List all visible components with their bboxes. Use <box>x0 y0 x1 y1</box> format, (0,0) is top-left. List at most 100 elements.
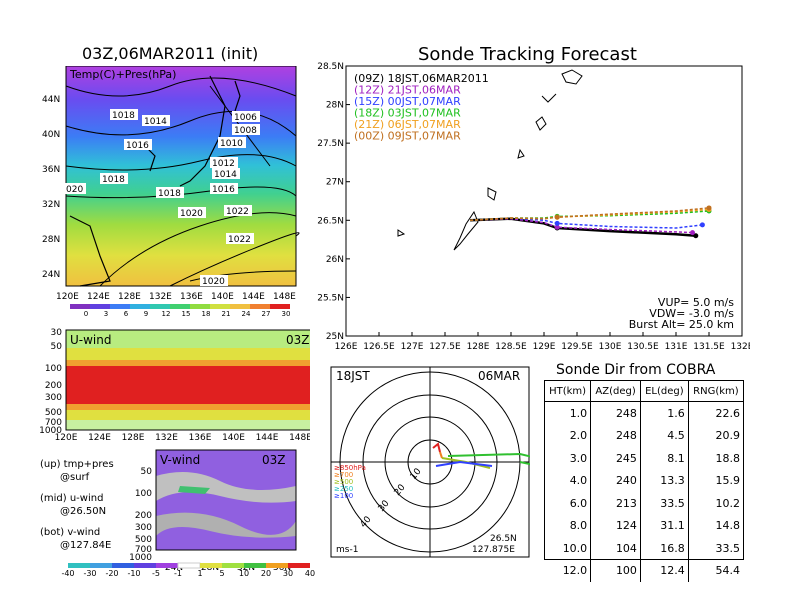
track-legend-entry: (12Z) 21JST,06MAR <box>354 84 461 97</box>
table-cell: 31.1 <box>639 514 689 537</box>
table-header: AZ(deg) <box>590 381 641 402</box>
colorbar-label: 24 <box>242 310 251 316</box>
sonde-dir-title: Sonde Dir from COBRA <box>556 362 716 378</box>
sonde-dir-table: HT(km) AZ(deg) EL(deg) RNG(km) 1.0 248 1.6 22.… <box>545 381 743 582</box>
lon-tick-label: 148E <box>273 292 296 302</box>
table-cell: 10.0 <box>562 541 588 555</box>
uwind-x-tick: 120E <box>55 433 78 443</box>
vwind-y-tick: 200 <box>135 511 152 521</box>
track-legend-entry: (00Z) 09JST,07MAR <box>354 130 461 143</box>
trk-lat-tick: 26.5N <box>317 216 344 226</box>
vwind-colorbar-label: 1 <box>197 569 202 578</box>
trk-lon-tick: 126.5E <box>363 342 395 352</box>
colorbar-label: 12 <box>162 310 171 316</box>
colorbar-label: 6 <box>124 310 129 316</box>
trk-lon-tick: 128E <box>467 342 490 352</box>
isobar-label: 1016 <box>212 185 235 195</box>
vwind-colorbar-cell <box>112 563 134 568</box>
lat-tick-label: 32N <box>42 200 60 210</box>
table-cell: 8.1 <box>639 447 689 470</box>
vwind-colorbar-label: 20 <box>261 569 271 578</box>
table-cell: 1.0 <box>569 406 588 420</box>
colorbar-label: 18 <box>202 310 211 316</box>
uwind-y-tick: 50 <box>51 342 63 352</box>
track-endpoint <box>699 222 705 228</box>
table-cell: 12.0 <box>562 564 588 578</box>
isobar-label: 1020 <box>180 209 203 219</box>
polar-level-legend: ≥100 <box>334 492 353 500</box>
table-row: 12.0 100 12.4 54.4 <box>545 559 743 582</box>
left-map-title: 03Z,06MAR2011 (init) <box>82 44 259 63</box>
colorbar-label: 15 <box>182 310 191 316</box>
vwind-time: 03Z <box>262 453 286 467</box>
coastlines <box>69 75 241 287</box>
track-endpoint <box>693 233 699 239</box>
table-cell: 104 <box>590 537 641 560</box>
polar-date: 06MAR <box>478 369 520 383</box>
lon-tick-label: 144E <box>242 292 265 302</box>
vwind-colorbar-label: 5 <box>219 569 224 578</box>
colorbar-cell <box>110 304 130 309</box>
track-param: VUP= 5.0 m/s <box>658 296 734 309</box>
trk-lat-tick: 25N <box>326 332 344 342</box>
vwind-plot: V-wind 03Z <box>155 449 297 551</box>
table-cell: 213 <box>590 492 641 515</box>
vwind-y-tick: 1000 <box>129 553 152 563</box>
lat-tick-label: 24N <box>42 270 60 280</box>
vwind-colorbar-label: -10 <box>127 569 140 578</box>
table-cell: 1.6 <box>639 401 689 425</box>
table-row: 6.0 213 33.5 10.2 <box>545 492 743 515</box>
table-cell: 245 <box>590 447 641 470</box>
track-legend-entry: (15Z) 00JST,07MAR <box>354 95 461 108</box>
map-label: Temp(C)+Pres(hPa) <box>69 68 176 81</box>
table-cell: 54.4 <box>687 559 743 582</box>
table-cell: 8.0 <box>569 519 588 533</box>
table-cell: 14.8 <box>687 514 743 537</box>
legend-notes: (up) tmp+pres @surf (mid) u-wind @26.50N… <box>40 459 114 551</box>
track-endpoint <box>706 205 712 211</box>
vwind-colorbar-label: -30 <box>83 569 96 578</box>
table-cell: 124 <box>590 514 641 537</box>
track-legend-entry: (21Z) 06JST,07MAR <box>354 118 461 131</box>
vwind-y-tick: 700 <box>135 545 152 555</box>
vwind-colorbar-cell <box>222 563 244 568</box>
vwind-colorbar-cell <box>68 563 90 568</box>
table-row: 8.0 124 31.1 14.8 <box>545 514 743 537</box>
colorbar-label: 3 <box>104 310 108 316</box>
uwind-time: 03Z <box>286 333 310 347</box>
lat-tick-label: 44N <box>42 95 60 105</box>
trk-lon-tick: 128.5E <box>495 342 527 352</box>
map-frame <box>65 66 297 287</box>
lat-tick-label: 40N <box>42 130 60 140</box>
table-cell: 12.4 <box>639 559 689 582</box>
vwind-colorbar-label: -1 <box>174 569 182 578</box>
table-row: 1.0 248 1.6 22.6 <box>545 401 743 425</box>
isobar-label: 1020 <box>202 277 225 287</box>
uwind-x-tick: 124E <box>88 433 111 443</box>
trk-lon-tick: 132E <box>731 342 750 352</box>
trk-lat-tick: 26N <box>326 255 344 265</box>
polar-level-legend: ≥500 <box>334 478 353 486</box>
vwind-colorbar-label: -5 <box>152 569 160 578</box>
table-cell: 3.0 <box>569 451 588 465</box>
table-cell: 2.0 <box>569 429 588 443</box>
trk-lon-tick: 130E <box>599 342 622 352</box>
table-cell: 33.5 <box>687 537 743 560</box>
colorbar-cell <box>90 304 110 309</box>
vwind-colorbar-label: 40 <box>305 569 315 578</box>
table-cell: 6.0 <box>569 496 588 510</box>
trk-lon-tick: 126E <box>335 342 358 352</box>
table-row: 10.0 104 16.8 33.5 <box>545 537 743 560</box>
lon-tick-label: 128E <box>118 292 141 302</box>
vwind-colorbar-label: 30 <box>283 569 293 578</box>
table-header: RNG(km) <box>687 381 743 402</box>
tracking-coastlines <box>397 69 583 251</box>
tracking-chart: 28.5N 28N 27.5N 27N 26.5N 26N 25.5N 25N 126E 126… <box>317 62 750 352</box>
track-burst-point <box>554 224 560 230</box>
vwind-y-tick: 50 <box>141 467 153 477</box>
uwind-x-tick: 144E <box>256 433 279 443</box>
trk-lon-tick: 127E <box>401 342 424 352</box>
colorbar-cell <box>190 304 210 309</box>
isobar-label: 1022 <box>228 235 251 245</box>
vwind-colorbar-cell <box>156 563 178 568</box>
